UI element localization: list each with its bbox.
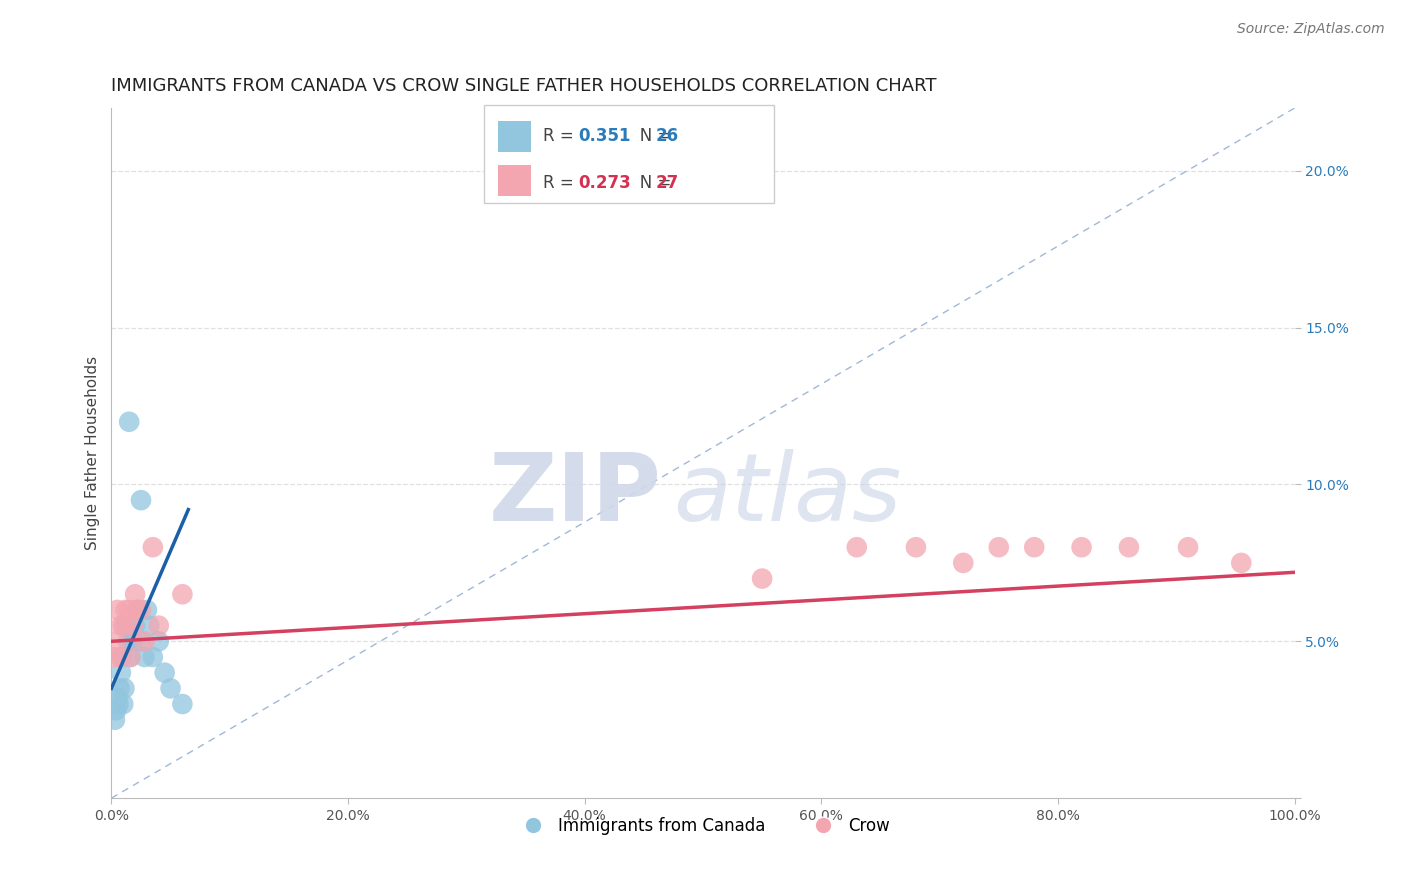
Point	[120, 650, 142, 665]
Point	[112, 618, 135, 632]
FancyBboxPatch shape	[498, 165, 531, 196]
Text: N =: N =	[624, 174, 676, 192]
Point	[105, 603, 128, 617]
Point	[114, 603, 136, 617]
Legend: Immigrants from Canada, Crow: Immigrants from Canada, Crow	[509, 810, 897, 841]
Point	[105, 690, 128, 705]
Point	[148, 634, 170, 648]
Point	[118, 603, 141, 617]
Point	[138, 618, 160, 632]
Point	[172, 587, 194, 601]
Point	[129, 634, 152, 648]
Text: ZIP: ZIP	[489, 449, 662, 541]
Point	[153, 665, 176, 680]
Point	[105, 634, 128, 648]
Point	[107, 697, 129, 711]
Point	[1230, 556, 1253, 570]
Text: 26: 26	[655, 128, 679, 145]
Point	[127, 603, 149, 617]
Point	[172, 697, 194, 711]
Point	[987, 540, 1010, 554]
Text: R =: R =	[543, 128, 579, 145]
FancyBboxPatch shape	[498, 120, 531, 152]
Text: R =: R =	[543, 174, 579, 192]
Point	[134, 634, 156, 648]
Point	[110, 665, 132, 680]
Point	[124, 618, 146, 632]
Point	[111, 650, 134, 665]
Point	[904, 540, 927, 554]
Text: Source: ZipAtlas.com: Source: ZipAtlas.com	[1237, 22, 1385, 37]
Y-axis label: Single Father Households: Single Father Households	[86, 356, 100, 550]
Point	[129, 493, 152, 508]
Text: IMMIGRANTS FROM CANADA VS CROW SINGLE FATHER HOUSEHOLDS CORRELATION CHART: IMMIGRANTS FROM CANADA VS CROW SINGLE FA…	[111, 78, 936, 95]
Point	[104, 713, 127, 727]
Text: atlas: atlas	[673, 449, 901, 540]
Text: N =: N =	[624, 128, 676, 145]
Point	[117, 634, 139, 648]
Point	[1177, 540, 1199, 554]
Point	[142, 540, 165, 554]
Point	[1024, 540, 1046, 554]
Point	[108, 681, 131, 696]
Point	[112, 697, 135, 711]
Point	[129, 603, 152, 617]
Point	[135, 603, 157, 617]
Point	[105, 703, 128, 717]
Point	[108, 650, 131, 665]
Point	[142, 650, 165, 665]
Text: 0.273: 0.273	[579, 174, 631, 192]
Point	[114, 618, 136, 632]
Text: 27: 27	[655, 174, 679, 192]
Point	[121, 618, 143, 632]
Point	[127, 603, 149, 617]
Point	[110, 618, 132, 632]
Point	[845, 540, 868, 554]
Point	[112, 681, 135, 696]
Point	[1118, 540, 1140, 554]
Point	[159, 681, 181, 696]
Point	[120, 650, 142, 665]
Point	[1070, 540, 1092, 554]
Point	[952, 556, 974, 570]
Point	[751, 572, 773, 586]
Point	[118, 415, 141, 429]
Point	[103, 650, 125, 665]
Text: 0.351: 0.351	[579, 128, 631, 145]
FancyBboxPatch shape	[484, 104, 773, 203]
Point	[148, 618, 170, 632]
Point	[134, 650, 156, 665]
Point	[124, 587, 146, 601]
Point	[121, 634, 143, 648]
